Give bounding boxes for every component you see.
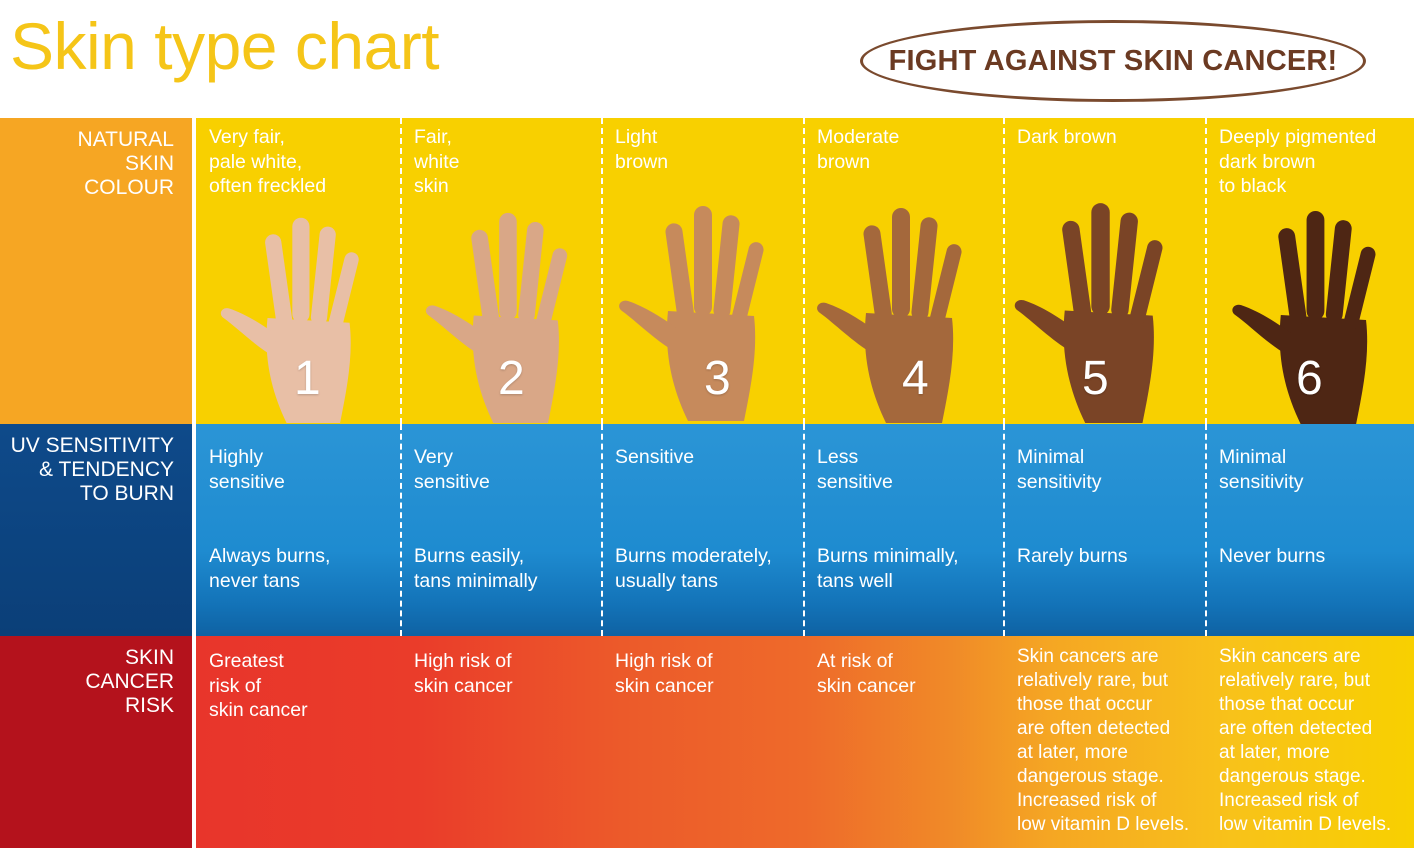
skin-type-number: 2 xyxy=(498,352,525,405)
skin-colour-description: Fair, white skin xyxy=(414,126,460,197)
row-skin-cancer-risk: SKIN CANCER RISK Greatest risk of skin c… xyxy=(0,636,1414,848)
skin-type-3-risk-cell: High risk of skin cancer xyxy=(602,636,804,848)
skin-type-3-colour-cell: Light brown xyxy=(602,118,804,424)
skin-type-number: 6 xyxy=(1296,352,1323,405)
column-separator xyxy=(1003,118,1005,424)
slogan-text: FIGHT AGAINST SKIN CANCER! xyxy=(888,44,1338,77)
cancer-risk-text: High risk of skin cancer xyxy=(414,650,513,697)
column-separator xyxy=(601,118,603,424)
uv-sensitivity-text: Minimal sensitivity xyxy=(1219,446,1304,493)
row-label-skin-colour: NATURAL SKIN COLOUR xyxy=(0,118,192,424)
column-separator xyxy=(400,118,402,424)
column-separator xyxy=(1205,118,1207,424)
hand-type-3-icon xyxy=(619,206,764,421)
cancer-risk-text: High risk of skin cancer xyxy=(615,650,714,697)
skin-colour-cells: Very fair, pale white, often freckled 1 Fa… xyxy=(196,118,1414,424)
burn-tendency-text: Burns minimally, tans well xyxy=(817,545,959,592)
skin-type-6-colour-cell: Deeply pigmented dark brown to black xyxy=(1206,118,1414,424)
uv-sensitivity-text: Highly sensitive xyxy=(209,446,285,493)
skin-type-number: 1 xyxy=(294,352,321,405)
skin-type-2-risk-cell: High risk of skin cancer xyxy=(401,636,602,848)
cancer-risk-text: At risk of skin cancer xyxy=(817,650,916,697)
skin-type-2-colour-cell: Fair, white skin xyxy=(401,118,602,424)
uv-sensitivity-text: Minimal sensitivity xyxy=(1017,446,1102,493)
page-title: Skin type chart xyxy=(10,9,440,83)
burn-tendency-text: Rarely burns xyxy=(1017,545,1128,567)
skin-type-5-uv-cell: Minimal sensitivity Rarely burns xyxy=(1004,424,1206,636)
row-label-uv-text: UV SENSITIVITY & TENDENCY TO BURN xyxy=(10,434,174,505)
column-separator xyxy=(1003,424,1005,636)
skin-type-5-risk-cell: Skin cancers are relatively rare, but th… xyxy=(1004,636,1206,848)
skin-type-4-risk-cell: At risk of skin cancer xyxy=(804,636,1004,848)
label-column-divider xyxy=(192,118,196,852)
burn-tendency-text: Burns moderately, usually tans xyxy=(615,545,772,592)
row-label-uv: UV SENSITIVITY & TENDENCY TO BURN xyxy=(0,424,192,636)
burn-tendency-text: Never burns xyxy=(1219,545,1326,567)
skin-type-number: 3 xyxy=(704,352,731,405)
skin-type-6-risk-cell: Skin cancers are relatively rare, but th… xyxy=(1206,636,1414,848)
burn-tendency-text: Burns easily, tans minimally xyxy=(414,545,538,592)
slogan-ellipse: FIGHT AGAINST SKIN CANCER! xyxy=(860,20,1366,102)
hand-type-5-icon xyxy=(1014,203,1163,423)
skin-colour-description: Deeply pigmented dark brown to black xyxy=(1219,126,1377,197)
column-separator xyxy=(1205,424,1207,636)
skin-colour-description: Very fair, pale white, often freckled xyxy=(209,126,327,197)
skin-type-1-risk-cell: Greatest risk of skin cancer xyxy=(196,636,401,848)
skin-type-6-uv-cell: Minimal sensitivity Never burns xyxy=(1206,424,1414,636)
column-separator xyxy=(601,424,603,636)
uv-sensitivity-text: Very sensitive xyxy=(414,446,490,493)
skin-colour-description: Dark brown xyxy=(1017,126,1117,148)
uv-sensitivity-cells: Highly sensitive Always burns, never tans… xyxy=(196,424,1414,636)
row-label-risk: SKIN CANCER RISK xyxy=(0,636,192,848)
skin-type-3-uv-cell: Sensitive Burns moderately, usually tans xyxy=(602,424,804,636)
skin-colour-description: Light brown xyxy=(615,126,669,173)
cancer-risk-cells: Greatest risk of skin cancer High risk of… xyxy=(196,636,1414,848)
row-label-risk-text: SKIN CANCER RISK xyxy=(85,646,174,717)
row-uv-sensitivity: UV SENSITIVITY & TENDENCY TO BURN Highly… xyxy=(0,424,1414,636)
hand-type-2-icon xyxy=(425,212,568,423)
column-separator xyxy=(400,424,402,636)
skin-type-number: 4 xyxy=(902,352,929,405)
row-label-skin-colour-text: NATURAL SKIN COLOUR xyxy=(77,128,174,199)
skin-type-number: 5 xyxy=(1082,352,1109,405)
skin-type-1-uv-cell: Highly sensitive Always burns, never tans xyxy=(196,424,401,636)
skin-type-1-colour-cell: Very fair, pale white, often freckled xyxy=(196,118,401,424)
uv-sensitivity-text: Sensitive xyxy=(615,446,695,468)
skin-type-5-colour-cell: Dark brown xyxy=(1004,118,1206,424)
column-separator xyxy=(803,118,805,424)
skin-type-4-uv-cell: Less sensitive Burns minimally, tans well xyxy=(804,424,1004,636)
skin-colour-description: Moderate brown xyxy=(817,126,900,173)
cancer-risk-text: Greatest risk of skin cancer xyxy=(209,650,308,721)
column-separator xyxy=(803,424,805,636)
uv-sensitivity-text: Less sensitive xyxy=(817,446,893,493)
cancer-risk-text: Skin cancers are relatively rare, but th… xyxy=(1017,646,1190,835)
row-natural-skin-colour: NATURAL SKIN COLOUR Very fair, pale whit… xyxy=(0,118,1414,424)
hand-type-4-icon xyxy=(817,208,962,423)
skin-type-2-uv-cell: Very sensitive Burns easily, tans minimal… xyxy=(401,424,602,636)
cancer-risk-text: Skin cancers are relatively rare, but th… xyxy=(1219,646,1392,835)
hand-type-1-icon xyxy=(220,217,359,423)
skin-type-4-colour-cell: Moderate brown xyxy=(804,118,1004,424)
burn-tendency-text: Always burns, never tans xyxy=(209,545,331,592)
hand-type-6-icon xyxy=(1232,210,1376,424)
